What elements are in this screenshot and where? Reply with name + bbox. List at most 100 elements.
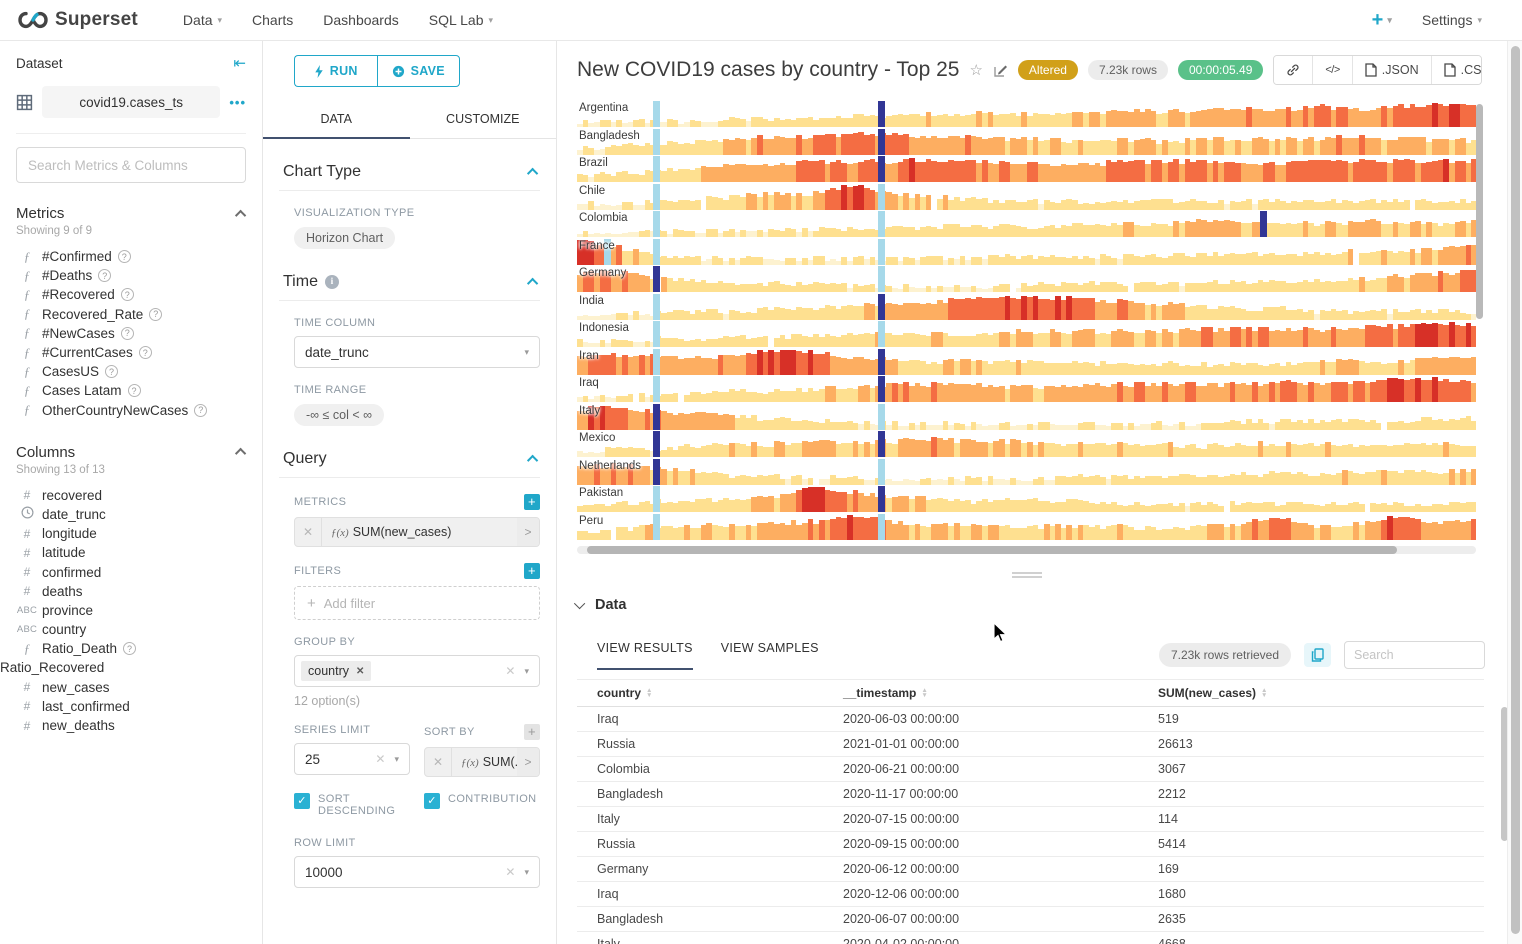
collapse-section-icon[interactable]	[526, 454, 539, 467]
group-by-tag[interactable]: country ✕	[301, 661, 372, 681]
table-column-header[interactable]: country ▲ ▼	[597, 686, 653, 700]
horizon-row-italy[interactable]: Italy	[577, 403, 1476, 430]
metric-pill[interactable]: ✕ ƒ(x) SUM(new_cases) >	[294, 517, 540, 547]
remove-metric-icon[interactable]: ✕	[295, 518, 322, 546]
table-row[interactable]: Italy 2020-07-15 00:00:00 114	[577, 807, 1484, 832]
time-range-value[interactable]: -∞ ≤ col < ∞	[294, 404, 385, 426]
clear-icon[interactable]: ✕	[505, 865, 516, 879]
sort-icon[interactable]: ▲ ▼	[921, 687, 928, 699]
column-item[interactable]: # new_deaths	[16, 716, 246, 735]
column-item[interactable]: # last_confirmed	[16, 697, 246, 716]
edit-properties-icon[interactable]	[993, 63, 1008, 78]
nav-item-dashboards[interactable]: Dashboards	[323, 12, 399, 28]
column-item[interactable]: # confirmed	[16, 562, 246, 581]
horizon-row-pakistan[interactable]: Pakistan	[577, 486, 1476, 512]
copy-data-button[interactable]	[1304, 643, 1331, 667]
embed-code-button[interactable]: </>	[1313, 56, 1353, 84]
expand-metric-icon[interactable]: >	[517, 518, 539, 546]
export-csv-button[interactable]: .CSV	[1431, 56, 1482, 84]
horizon-row-iraq[interactable]: Iraq	[577, 376, 1476, 402]
table-row[interactable]: Bangladesh 2020-11-17 00:00:00 2212	[577, 782, 1484, 807]
table-vertical-scrollbar[interactable]	[1501, 707, 1508, 841]
table-row[interactable]: Germany 2020-06-12 00:00:00 169	[577, 857, 1484, 882]
data-panel-toggle[interactable]: Data	[573, 597, 626, 613]
column-item[interactable]: date_trunc	[16, 505, 246, 524]
collapse-panel-icon[interactable]: ⇤	[233, 55, 246, 72]
column-item[interactable]: # latitude	[16, 543, 246, 562]
add-filter-dropzone[interactable]: + Add filter	[294, 586, 540, 620]
table-row[interactable]: Iraq 2020-12-06 00:00:00 1680	[577, 882, 1484, 907]
dataset-options-icon[interactable]: •••	[229, 94, 246, 110]
horizon-row-netherlands[interactable]: Netherlands	[577, 458, 1476, 485]
contribution-checkbox[interactable]: ✓ CONTRIBUTION	[424, 793, 540, 817]
tab-view-samples[interactable]: VIEW SAMPLES	[720, 641, 819, 655]
horizon-row-germany[interactable]: Germany	[577, 266, 1476, 292]
horizon-row-iran[interactable]: Iran	[577, 348, 1476, 375]
column-item[interactable]: # recovered	[16, 486, 246, 505]
metric-item[interactable]: ƒ #Deaths?	[16, 266, 246, 285]
collapse-metrics-icon[interactable]	[234, 209, 247, 221]
altered-badge[interactable]: Altered	[1017, 60, 1078, 80]
metric-item[interactable]: ƒ CasesUS?	[16, 362, 246, 381]
table-row[interactable]: Iraq 2020-06-03 00:00:00 519	[577, 707, 1484, 732]
superset-logo[interactable]: Superset	[18, 9, 138, 31]
sort-icon[interactable]: ▲ ▼	[646, 687, 653, 699]
horizon-row-indonesia[interactable]: Indonesia	[577, 321, 1476, 347]
collapse-section-icon[interactable]	[526, 277, 539, 290]
horizon-row-chile[interactable]: Chile	[577, 183, 1476, 210]
collapse-section-icon[interactable]	[526, 167, 539, 180]
new-item-button[interactable]: + ▾	[1371, 8, 1392, 31]
chart-horizontal-scrollbar-thumb[interactable]	[587, 546, 1397, 554]
column-item[interactable]: # new_cases	[16, 678, 246, 697]
metric-item[interactable]: ƒ #NewCases?	[16, 324, 246, 343]
horizon-row-brazil[interactable]: Brazil	[577, 156, 1476, 182]
remove-tag-icon[interactable]: ✕	[356, 665, 365, 677]
tab-view-results[interactable]: VIEW RESULTS	[597, 641, 693, 670]
horizon-chart[interactable]: Argentina Bangladesh Brazil Chile Colombia Fr…	[577, 101, 1476, 545]
table-column-header[interactable]: SUM(new_cases) ▲ ▼	[1158, 686, 1268, 700]
viz-type-value[interactable]: Horizon Chart	[294, 227, 396, 249]
horizon-row-india[interactable]: India	[577, 293, 1476, 320]
panel-resize-handle[interactable]	[1012, 572, 1042, 578]
metric-item[interactable]: ƒ Recovered_Rate?	[16, 305, 246, 324]
metric-item[interactable]: ƒ OtherCountryNewCases?	[16, 401, 246, 420]
chart-vertical-scrollbar[interactable]	[1476, 104, 1483, 319]
nav-item-sqllab[interactable]: SQL Lab ▾	[428, 12, 494, 28]
table-row[interactable]: Bangladesh 2020-06-07 00:00:00 2635	[577, 907, 1484, 932]
collapse-columns-icon[interactable]	[234, 447, 247, 460]
add-sort-button[interactable]: +	[524, 724, 540, 740]
time-column-select[interactable]: date_trunc ▾	[294, 336, 540, 368]
tab-customize[interactable]: CUSTOMIZE	[446, 112, 520, 126]
add-filter-button[interactable]: +	[524, 563, 540, 579]
horizon-row-bangladesh[interactable]: Bangladesh	[577, 128, 1476, 155]
clear-icon[interactable]: ✕	[375, 752, 386, 766]
column-item[interactable]: # longitude	[16, 524, 246, 543]
dataset-name[interactable]: covid19.cases_ts	[42, 86, 221, 118]
sort-descending-checkbox[interactable]: ✓ SORT DESCENDING	[294, 793, 410, 817]
metric-item[interactable]: ƒ #CurrentCases?	[16, 343, 246, 362]
remove-sort-icon[interactable]: ✕	[425, 748, 452, 776]
horizon-row-peru[interactable]: Peru	[577, 513, 1476, 540]
column-item[interactable]: ABC province	[16, 602, 94, 618]
horizon-row-colombia[interactable]: Colombia	[577, 211, 1476, 237]
column-item[interactable]: Ratio_Recovered	[0, 660, 105, 676]
horizon-row-argentina[interactable]: Argentina	[577, 101, 1476, 127]
column-item[interactable]: # deaths	[16, 582, 246, 601]
run-button[interactable]: RUN	[294, 55, 377, 87]
group-by-select[interactable]: country ✕ ✕ ▾	[294, 655, 540, 687]
metric-item[interactable]: ƒ #Recovered?	[16, 285, 246, 304]
horizon-row-mexico[interactable]: Mexico	[577, 431, 1476, 457]
page-scrollbar-thumb[interactable]	[1511, 46, 1520, 934]
column-item[interactable]: ƒ Ratio_Death?	[16, 639, 246, 658]
metric-item[interactable]: ƒ Cases Latam?	[16, 381, 246, 400]
settings-menu[interactable]: Settings ▾	[1421, 12, 1482, 28]
metric-item[interactable]: ƒ #Confirmed?	[16, 247, 246, 266]
table-row[interactable]: Russia 2021-01-01 00:00:00 26613	[577, 732, 1484, 757]
export-json-button[interactable]: .JSON	[1352, 56, 1432, 84]
nav-item-data[interactable]: Data ▾	[182, 12, 223, 28]
table-row[interactable]: Italy 2020-04-02 00:00:00 4668	[577, 932, 1484, 944]
favorite-star-icon[interactable]: ☆	[969, 62, 983, 79]
horizon-row-france[interactable]: France	[577, 238, 1476, 265]
save-button[interactable]: SAVE	[376, 55, 460, 87]
row-limit-select[interactable]: 10000 ✕ ▾	[294, 856, 540, 888]
